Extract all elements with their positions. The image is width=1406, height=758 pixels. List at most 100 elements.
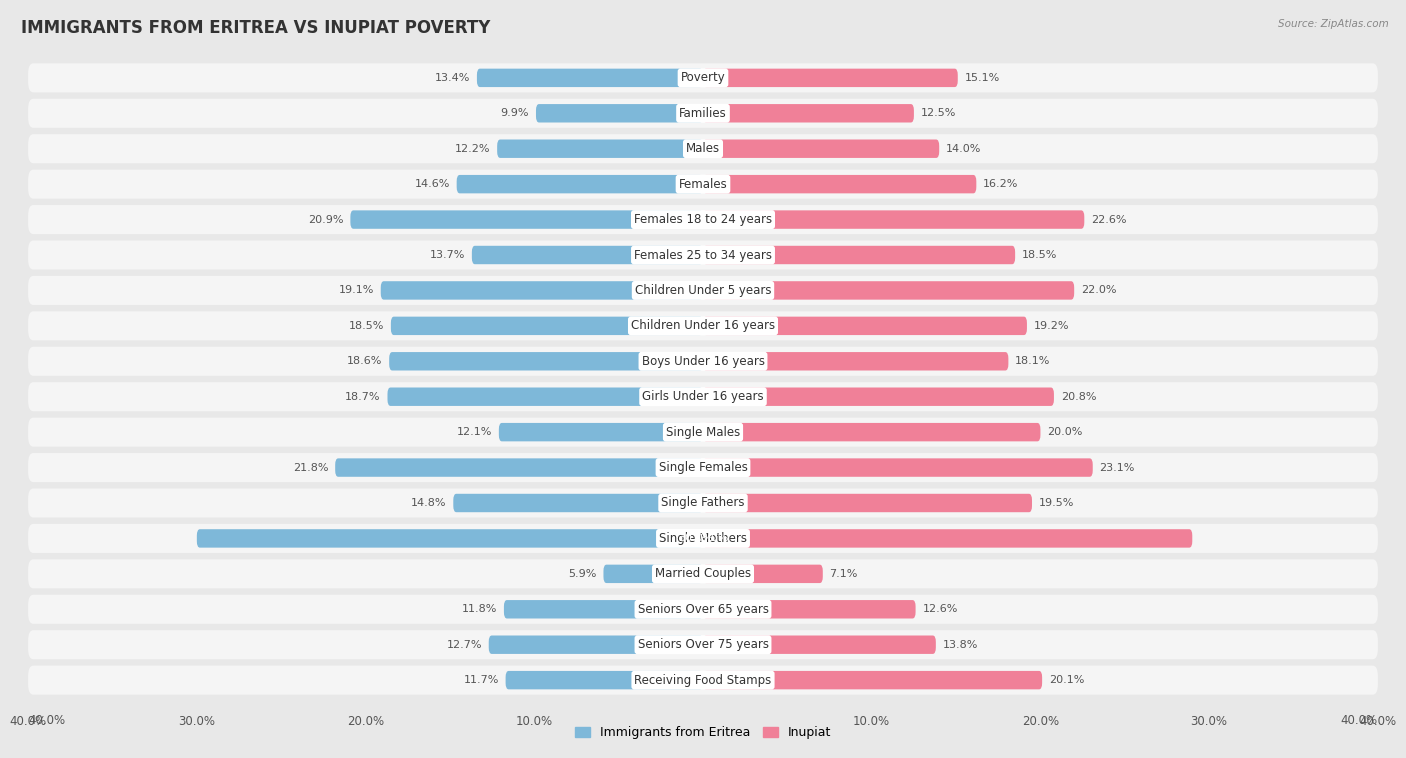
Text: 13.4%: 13.4% [434, 73, 470, 83]
Text: 14.6%: 14.6% [415, 179, 450, 190]
Text: Girls Under 16 years: Girls Under 16 years [643, 390, 763, 403]
Text: 14.0%: 14.0% [946, 144, 981, 154]
FancyBboxPatch shape [28, 134, 1378, 163]
Text: Females 18 to 24 years: Females 18 to 24 years [634, 213, 772, 226]
FancyBboxPatch shape [703, 635, 936, 654]
FancyBboxPatch shape [536, 104, 703, 123]
FancyBboxPatch shape [335, 459, 703, 477]
Text: 30.0%: 30.0% [678, 534, 713, 543]
Legend: Immigrants from Eritrea, Inupiat: Immigrants from Eritrea, Inupiat [569, 722, 837, 744]
FancyBboxPatch shape [28, 418, 1378, 446]
FancyBboxPatch shape [489, 635, 703, 654]
Text: Families: Families [679, 107, 727, 120]
FancyBboxPatch shape [453, 493, 703, 512]
FancyBboxPatch shape [28, 240, 1378, 270]
FancyBboxPatch shape [28, 559, 1378, 588]
FancyBboxPatch shape [703, 211, 1084, 229]
Text: 16.2%: 16.2% [983, 179, 1018, 190]
FancyBboxPatch shape [28, 666, 1378, 694]
FancyBboxPatch shape [477, 69, 703, 87]
FancyBboxPatch shape [472, 246, 703, 265]
Text: Single Mothers: Single Mothers [659, 532, 747, 545]
FancyBboxPatch shape [28, 346, 1378, 376]
Text: 19.1%: 19.1% [339, 286, 374, 296]
Text: Seniors Over 75 years: Seniors Over 75 years [637, 638, 769, 651]
FancyBboxPatch shape [28, 64, 1378, 92]
Text: Source: ZipAtlas.com: Source: ZipAtlas.com [1278, 19, 1389, 29]
FancyBboxPatch shape [703, 139, 939, 158]
FancyBboxPatch shape [703, 246, 1015, 265]
FancyBboxPatch shape [28, 312, 1378, 340]
Text: 12.1%: 12.1% [457, 428, 492, 437]
Text: Males: Males [686, 143, 720, 155]
Text: IMMIGRANTS FROM ERITREA VS INUPIAT POVERTY: IMMIGRANTS FROM ERITREA VS INUPIAT POVER… [21, 19, 491, 37]
Text: 40.0%: 40.0% [28, 714, 65, 727]
FancyBboxPatch shape [703, 459, 1092, 477]
FancyBboxPatch shape [350, 211, 703, 229]
Text: Boys Under 16 years: Boys Under 16 years [641, 355, 765, 368]
Text: 23.1%: 23.1% [1099, 462, 1135, 472]
Text: 19.5%: 19.5% [1039, 498, 1074, 508]
Text: 21.8%: 21.8% [292, 462, 329, 472]
Text: 18.5%: 18.5% [1022, 250, 1057, 260]
FancyBboxPatch shape [703, 352, 1008, 371]
Text: 11.7%: 11.7% [464, 675, 499, 685]
Text: Children Under 5 years: Children Under 5 years [634, 284, 772, 297]
Text: 22.0%: 22.0% [1081, 286, 1116, 296]
FancyBboxPatch shape [703, 387, 1054, 406]
Text: Receiving Food Stamps: Receiving Food Stamps [634, 674, 772, 687]
FancyBboxPatch shape [28, 382, 1378, 412]
FancyBboxPatch shape [28, 524, 1378, 553]
Text: 12.2%: 12.2% [456, 144, 491, 154]
Text: Single Fathers: Single Fathers [661, 496, 745, 509]
Text: 20.0%: 20.0% [1047, 428, 1083, 437]
Text: Females 25 to 34 years: Females 25 to 34 years [634, 249, 772, 262]
FancyBboxPatch shape [28, 453, 1378, 482]
FancyBboxPatch shape [603, 565, 703, 583]
Text: 12.6%: 12.6% [922, 604, 957, 614]
FancyBboxPatch shape [498, 139, 703, 158]
Text: 15.1%: 15.1% [965, 73, 1000, 83]
FancyBboxPatch shape [703, 69, 957, 87]
FancyBboxPatch shape [28, 276, 1378, 305]
FancyBboxPatch shape [381, 281, 703, 299]
FancyBboxPatch shape [28, 99, 1378, 128]
FancyBboxPatch shape [28, 205, 1378, 234]
FancyBboxPatch shape [28, 595, 1378, 624]
FancyBboxPatch shape [197, 529, 703, 547]
FancyBboxPatch shape [703, 671, 1042, 689]
FancyBboxPatch shape [703, 529, 1192, 547]
Text: 7.1%: 7.1% [830, 568, 858, 579]
FancyBboxPatch shape [703, 317, 1026, 335]
FancyBboxPatch shape [703, 493, 1032, 512]
FancyBboxPatch shape [703, 600, 915, 619]
Text: 18.7%: 18.7% [346, 392, 381, 402]
Text: 20.9%: 20.9% [308, 215, 343, 224]
Text: Seniors Over 65 years: Seniors Over 65 years [637, 603, 769, 615]
Text: Children Under 16 years: Children Under 16 years [631, 319, 775, 332]
FancyBboxPatch shape [389, 352, 703, 371]
Text: Females: Females [679, 177, 727, 191]
Text: Single Males: Single Males [666, 426, 740, 439]
FancyBboxPatch shape [28, 488, 1378, 518]
Text: 13.8%: 13.8% [942, 640, 979, 650]
FancyBboxPatch shape [703, 423, 1040, 441]
FancyBboxPatch shape [703, 565, 823, 583]
FancyBboxPatch shape [28, 170, 1378, 199]
Text: 12.5%: 12.5% [921, 108, 956, 118]
Text: 14.8%: 14.8% [411, 498, 447, 508]
Text: 20.1%: 20.1% [1049, 675, 1084, 685]
FancyBboxPatch shape [388, 387, 703, 406]
Text: 18.5%: 18.5% [349, 321, 384, 330]
Text: 19.2%: 19.2% [1033, 321, 1069, 330]
Text: 5.9%: 5.9% [568, 568, 596, 579]
Text: 12.7%: 12.7% [447, 640, 482, 650]
Text: Poverty: Poverty [681, 71, 725, 84]
Text: 20.8%: 20.8% [1060, 392, 1097, 402]
Text: Single Females: Single Females [658, 461, 748, 474]
Text: Married Couples: Married Couples [655, 567, 751, 581]
FancyBboxPatch shape [703, 175, 976, 193]
FancyBboxPatch shape [503, 600, 703, 619]
FancyBboxPatch shape [703, 104, 914, 123]
Text: 13.7%: 13.7% [430, 250, 465, 260]
